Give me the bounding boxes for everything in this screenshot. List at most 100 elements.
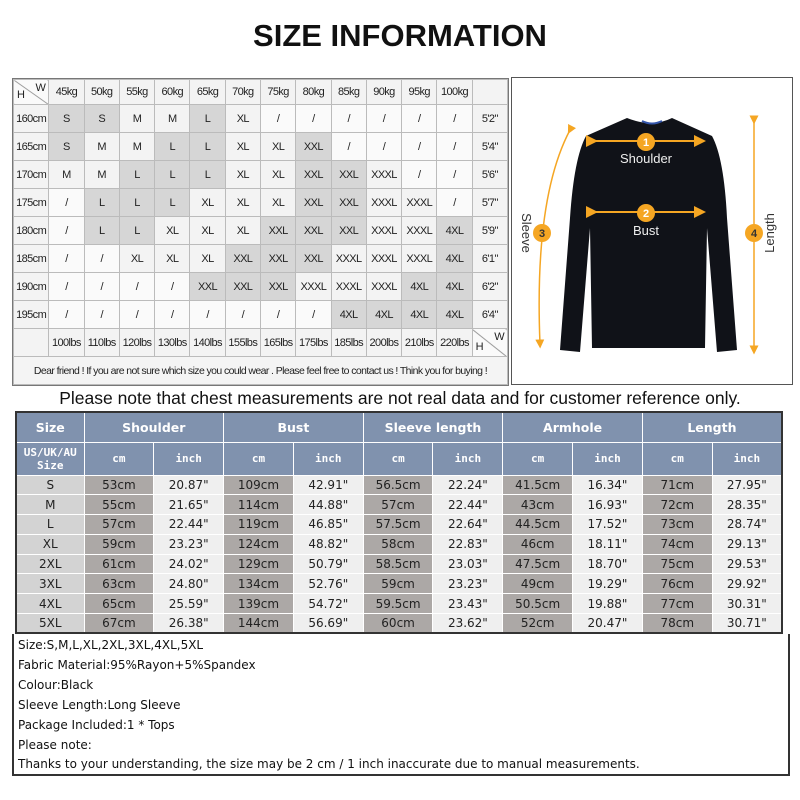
size-cell: / <box>365 132 403 161</box>
grid-row: 195cm / / / / / / //4XL 4XL 4XL 4XL 6'4" <box>12 300 509 329</box>
size-cell: XXXL <box>365 244 403 273</box>
size-row: 2XL 61cm 24.02" 129cm 50.79" 58.5cm 23.03" 47.5… <box>15 553 783 575</box>
measurement: 44.88" <box>292 494 364 516</box>
product-notes: Size:S,M,L,XL,2XL,3XL,4XL,5XL Fabric Mate… <box>12 634 790 776</box>
measurement: 16.34" <box>572 474 643 496</box>
size-cell: / <box>154 272 191 301</box>
measurement: 134cm <box>223 573 294 595</box>
size-label: M <box>15 494 85 516</box>
size-cell: / <box>365 104 403 133</box>
measurement: 55cm <box>83 494 155 516</box>
measurement: 25.59" <box>153 593 225 615</box>
corner-h: H <box>17 89 25 101</box>
weight-lbs-header: 155lbs <box>224 328 261 357</box>
size-cell: XXL <box>295 132 332 161</box>
measurement: 109cm <box>223 474 294 496</box>
height-cm: 160cm <box>12 104 50 133</box>
measurement: 29.13" <box>711 533 783 555</box>
grid-row: 190cm / / / / XXL XXL XXL XXXL XXXL XXXL 4XL 4XL 6'2" <box>12 272 509 301</box>
measurement: 59cm <box>362 573 434 595</box>
sleeve-arrow <box>535 123 577 349</box>
measurement: 29.92" <box>711 573 783 595</box>
height-ft: 6'1" <box>471 244 509 273</box>
size-cell: M <box>83 132 120 161</box>
height-ft: 5'2" <box>471 104 509 133</box>
size-cell: / <box>83 300 120 329</box>
size-cell: XXL <box>295 160 332 189</box>
measurement: 61cm <box>83 553 155 575</box>
marker-3: 3 <box>539 228 545 240</box>
weight-kg-header: 60kg <box>154 79 191 105</box>
measurement: 60cm <box>362 613 434 634</box>
size-cell: XL <box>154 244 191 273</box>
weight-lbs-header: 130lbs <box>154 328 191 357</box>
size-label: 3XL <box>15 573 85 595</box>
size-cell: 4XL <box>330 300 367 329</box>
measurement: 18.70" <box>572 553 643 575</box>
measurement: 23.62" <box>432 613 504 634</box>
size-cell: 4XL <box>436 244 473 273</box>
unit-cm: cm <box>641 441 713 476</box>
size-cell: 4XL <box>436 272 473 301</box>
measurement: 29.53" <box>711 553 783 575</box>
size-cell: 4XL <box>365 300 403 329</box>
size-cell: L <box>189 104 226 133</box>
weight-lbs-header: 175lbs <box>295 328 332 357</box>
column-header: Bust <box>223 411 364 443</box>
measurement: 46cm <box>502 533 574 555</box>
measurement: 57.5cm <box>362 514 434 535</box>
weight-lbs-header: 165lbs <box>259 328 297 357</box>
height-cm: 165cm <box>12 132 50 161</box>
unit-inch: inch <box>153 441 225 476</box>
height-ft: 5'9" <box>471 216 509 245</box>
chest-notice: Please note that chest measurements are … <box>59 388 741 408</box>
measurement: 24.80" <box>153 573 225 595</box>
measurement: 63cm <box>83 573 155 595</box>
size-cell: XXXL <box>330 244 367 273</box>
measurement: 27.95" <box>711 474 783 496</box>
size-cell: / <box>118 300 156 329</box>
size-cell: / <box>118 272 156 301</box>
size-cell: M <box>83 160 120 189</box>
measurement: 56.69" <box>292 613 364 634</box>
size-cell: / <box>259 300 297 329</box>
size-cell: 4XL <box>401 272 438 301</box>
measurement: 30.71" <box>711 613 783 634</box>
measurement: 20.47" <box>572 613 643 634</box>
size-cell: XXL <box>189 272 226 301</box>
grid-row: 185cm / / XL XL XL XXL XXL XXL XXXL XXXL XXXL 4XL 6'1… <box>12 244 509 273</box>
size-label: L <box>15 514 85 535</box>
size-measurement-table: Size Shoulder Bust Sleeve length Armhole Leng… <box>15 411 783 635</box>
measurement: 57cm <box>362 494 434 516</box>
size-cell: XL <box>259 188 297 217</box>
size-cell: M <box>118 104 156 133</box>
size-subheader: US/UK/AU Size <box>15 441 85 476</box>
size-cell: XXL <box>295 216 332 245</box>
column-header: Size <box>15 411 85 443</box>
size-label: XL <box>15 533 85 555</box>
measurement: 49cm <box>502 573 574 595</box>
size-cell: XXXL <box>365 188 403 217</box>
measurement: 22.64" <box>432 514 504 535</box>
measurement: 24.02" <box>153 553 225 575</box>
weight-kg-header: 95kg <box>401 79 438 105</box>
size-cell: L <box>154 160 191 189</box>
weight-kg-header: 70kg <box>224 79 261 105</box>
measurement: 22.44" <box>432 494 504 516</box>
grid-row: 180cm / L L XL XL XL XXL XXL XXL XXXL XXXL 4XL 5'9" <box>12 216 509 245</box>
weight-lbs-header: 220lbs <box>436 328 473 357</box>
weight-kg-header: 65kg <box>189 79 226 105</box>
measurement: 58.5cm <box>362 553 434 575</box>
size-cell: L <box>118 160 156 189</box>
size-row: L 57cm 22.44" 119cm 46.85" 57.5cm 22.64" 44.5cm… <box>15 514 783 535</box>
measurement: 23.43" <box>432 593 504 615</box>
corner-w: W <box>35 82 46 94</box>
note-line: Thanks to your understanding, the size m… <box>18 757 640 772</box>
size-cell: XXL <box>224 244 261 273</box>
measurement: 59.5cm <box>362 593 434 615</box>
size-cell: / <box>330 104 367 133</box>
collar-trim <box>641 120 663 125</box>
size-cell: XXL <box>224 272 261 301</box>
height-cm: 175cm <box>12 188 50 217</box>
measurement: 74cm <box>641 533 713 555</box>
